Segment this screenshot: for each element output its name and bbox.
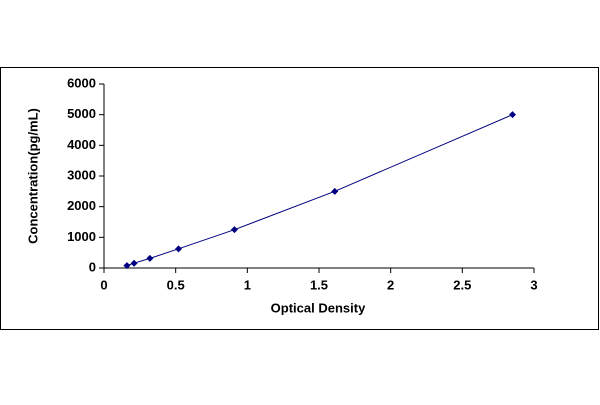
- y-tick-label: 2000: [67, 198, 96, 213]
- data-point: [175, 245, 183, 253]
- x-tick-label: 0: [100, 277, 107, 292]
- x-tick-label: 1.5: [310, 277, 328, 292]
- y-tick-label: 0: [89, 259, 96, 274]
- y-tick-label: 1000: [67, 229, 96, 244]
- x-tick-label: 2.5: [453, 277, 471, 292]
- data-point: [130, 259, 138, 267]
- x-axis-title: Optical Density: [271, 300, 366, 315]
- data-point: [123, 262, 131, 270]
- x-tick-label: 2: [387, 277, 394, 292]
- y-axis-title: Concentration(pg/mL): [25, 108, 40, 244]
- y-tick-label: 3000: [67, 167, 96, 182]
- chart-frame: [0, 67, 599, 330]
- y-tick-label: 6000: [67, 75, 96, 90]
- data-point: [146, 254, 154, 262]
- x-tick-label: 1: [244, 277, 251, 292]
- data-point: [230, 226, 238, 234]
- x-tick-label: 3: [530, 277, 537, 292]
- x-tick-label: 0.5: [167, 277, 185, 292]
- data-point: [509, 111, 516, 119]
- data-point: [331, 187, 339, 195]
- y-tick-label: 5000: [67, 106, 96, 121]
- y-tick-label: 4000: [67, 137, 96, 152]
